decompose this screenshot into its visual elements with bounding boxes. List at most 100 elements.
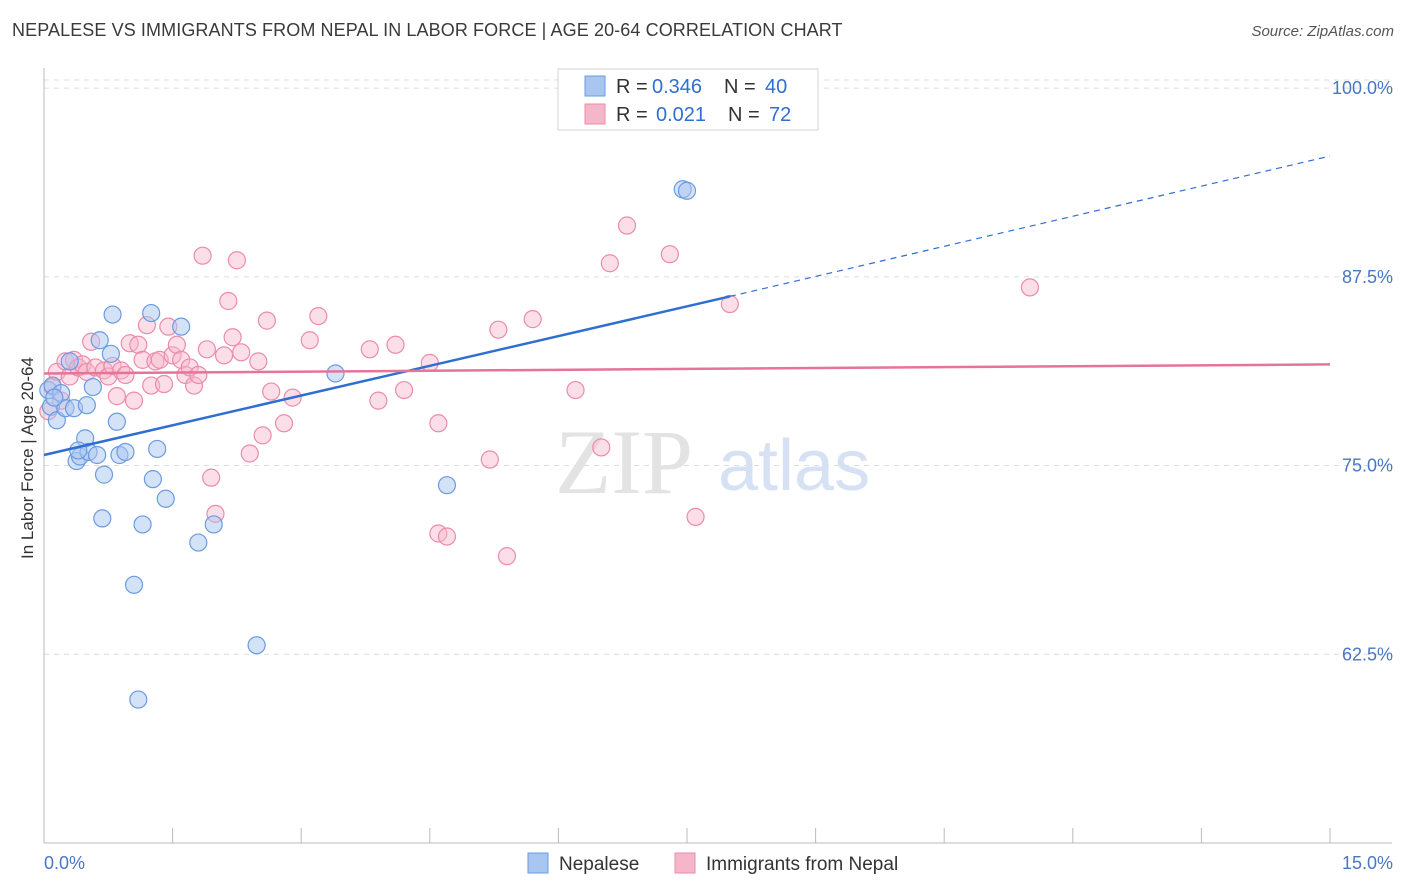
point-immigrants — [227, 251, 246, 270]
point-immigrants — [197, 340, 216, 359]
axes — [43, 68, 1392, 844]
point-immigrants — [253, 426, 272, 445]
point-immigrants — [617, 216, 637, 235]
tick-labels: 62.5% 75.0% 87.5% 100.0% 0.0% 15.0% — [44, 78, 1393, 873]
legend-swatch-pink — [584, 103, 606, 125]
point-nepalese — [156, 489, 175, 508]
point-immigrants — [167, 335, 186, 354]
point-immigrants — [660, 245, 679, 264]
series-nepalese-points — [39, 180, 697, 709]
point-immigrants — [107, 387, 126, 406]
point-immigrants — [369, 391, 388, 410]
trend-nepalese-solid — [43, 295, 731, 457]
point-nepalese — [129, 690, 148, 709]
point-nepalese — [148, 439, 167, 459]
point-immigrants — [480, 450, 499, 469]
point-immigrants — [240, 444, 259, 463]
point-immigrants — [437, 527, 457, 546]
y-tick-label: 87.5% — [1342, 267, 1393, 287]
point-nepalese — [101, 344, 120, 363]
point-immigrants — [257, 311, 277, 330]
point-nepalese — [93, 509, 112, 528]
y-tick-label: 75.0% — [1342, 456, 1393, 476]
watermark-zip: ZIP — [555, 411, 693, 513]
point-immigrants — [274, 414, 294, 433]
legend-bottom-label-immigrants: Immigrants from Nepal — [706, 854, 898, 875]
chart-title: NEPALESE VS IMMIGRANTS FROM NEPAL IN LAB… — [12, 20, 843, 40]
point-immigrants — [686, 507, 705, 526]
point-immigrants — [489, 320, 508, 339]
point-immigrants — [202, 468, 221, 487]
legend-r-label-1: R = — [616, 76, 648, 98]
point-immigrants — [497, 547, 517, 566]
point-nepalese — [60, 352, 79, 371]
trend-lines — [43, 155, 1331, 457]
legend-r-value-2: 0.021 — [656, 104, 706, 126]
legend-n-label-2: N = — [728, 104, 760, 126]
point-immigrants — [720, 294, 739, 314]
legend-bottom-swatch-nepalese — [527, 852, 549, 874]
point-immigrants — [214, 346, 234, 365]
point-nepalese — [326, 364, 345, 383]
point-immigrants — [219, 291, 238, 311]
y-tick-label: 100.0% — [1332, 78, 1393, 98]
point-immigrants — [420, 353, 439, 372]
point-immigrants — [262, 382, 281, 401]
point-nepalese — [133, 515, 152, 534]
point-immigrants — [193, 246, 212, 265]
point-immigrants — [223, 328, 242, 347]
point-immigrants — [386, 335, 405, 354]
point-immigrants — [154, 374, 174, 394]
point-immigrants — [300, 331, 319, 350]
x-tick-label-min: 0.0% — [44, 853, 85, 873]
point-nepalese — [142, 303, 161, 323]
point-nepalese — [143, 470, 162, 489]
point-nepalese — [88, 445, 107, 465]
point-immigrants — [163, 346, 182, 365]
legend-n-value-1: 40 — [765, 76, 787, 98]
point-nepalese — [677, 181, 697, 200]
point-immigrants — [592, 438, 611, 457]
source-label: Source: ZipAtlas.com — [1251, 23, 1394, 40]
point-immigrants — [360, 340, 379, 359]
legend-n-value-2: 72 — [769, 104, 791, 126]
legend-swatch-blue — [584, 75, 606, 97]
point-nepalese — [103, 305, 122, 324]
point-immigrants — [309, 306, 328, 326]
point-nepalese — [83, 377, 102, 397]
point-immigrants — [184, 376, 204, 395]
point-nepalese — [90, 331, 109, 350]
point-nepalese — [124, 575, 144, 594]
point-immigrants — [232, 343, 251, 362]
watermark-atlas: atlas — [718, 426, 870, 506]
grid-lines — [44, 79, 1392, 655]
legend-top: R = 0.346 N = 40 R = 0.021 N = 72 — [557, 68, 819, 131]
legend-r-label-2: R = — [616, 104, 648, 126]
point-immigrants — [1020, 278, 1040, 297]
legend-n-label-1: N = — [724, 76, 756, 98]
legend-bottom: Nepalese Immigrants from Nepal — [527, 852, 898, 875]
point-immigrants — [124, 391, 144, 410]
point-immigrants — [600, 254, 619, 273]
point-immigrants — [566, 380, 585, 400]
legend-bottom-label-nepalese: Nepalese — [559, 854, 639, 875]
legend-bottom-swatch-immigrants — [674, 852, 696, 874]
y-tick-label: 62.5% — [1342, 644, 1393, 664]
point-nepalese — [247, 636, 266, 655]
point-nepalese — [45, 388, 64, 407]
point-nepalese — [107, 412, 126, 431]
point-immigrants — [523, 310, 542, 329]
series-immigrants-points — [39, 216, 1040, 566]
point-immigrants — [129, 335, 148, 354]
point-nepalese — [189, 533, 208, 552]
point-immigrants — [394, 380, 414, 400]
trend-immigrants — [43, 363, 1331, 375]
x-tick-label-max: 15.0% — [1342, 853, 1393, 873]
point-immigrants — [429, 414, 448, 433]
point-immigrants — [189, 365, 208, 385]
point-nepalese — [437, 476, 457, 495]
point-nepalese — [77, 396, 96, 415]
watermark: ZIP atlas — [555, 411, 870, 513]
trend-nepalese-dashed — [729, 155, 1331, 298]
